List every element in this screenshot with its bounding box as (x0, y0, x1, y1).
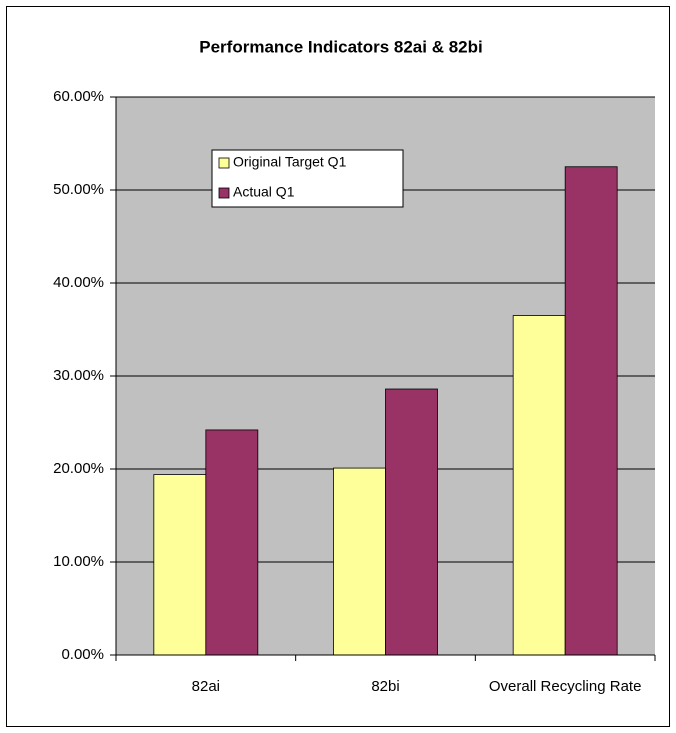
y-tick-label: 10.00% (53, 553, 104, 570)
x-tick-label: 82bi (371, 678, 400, 695)
bar (564, 166, 618, 656)
x-tick-label: 82ai (191, 678, 220, 695)
y-tick-label: 60.00% (53, 88, 104, 105)
bar (153, 474, 207, 656)
y-tick-label: 50.00% (53, 181, 104, 198)
legend-swatch (218, 187, 230, 199)
legend-box (211, 149, 404, 208)
x-tick-label: Overall Recycling Rate (488, 678, 642, 695)
bar (205, 429, 259, 656)
bar (385, 388, 438, 656)
legend-label: Original Target Q1 (233, 154, 347, 170)
y-tick-label: 0.00% (61, 646, 104, 663)
y-tick-label: 40.00% (53, 274, 104, 291)
chart-title: Performance Indicators 82ai & 82bi (199, 37, 482, 56)
y-tick-label: 30.00% (53, 367, 104, 384)
bar (333, 467, 386, 656)
legend-swatch (218, 157, 230, 169)
legend-label: Actual Q1 (233, 184, 295, 200)
bar (512, 315, 566, 656)
y-tick-label: 20.00% (53, 460, 104, 477)
